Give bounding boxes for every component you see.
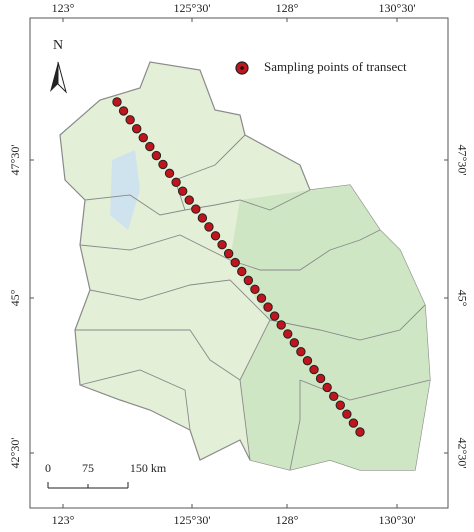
- sampling-point: [164, 168, 175, 179]
- sampling-point: [138, 132, 148, 143]
- transect-points: [112, 97, 365, 437]
- sampling-point: [302, 355, 313, 366]
- sampling-point: [289, 338, 300, 348]
- bottom-tick-label: 130°30': [379, 513, 416, 527]
- sampling-point: [223, 248, 234, 259]
- legend-label: Sampling points of transect: [264, 59, 407, 74]
- scale-bar: [47, 482, 129, 489]
- forest-area: [230, 185, 430, 470]
- bottom-tick-label: 125°30': [174, 513, 211, 527]
- sampling-point: [112, 97, 122, 107]
- sampling-point: [276, 320, 286, 330]
- sampling-point: [191, 204, 201, 214]
- sampling-point: [348, 418, 359, 428]
- top-tick-label: 123°: [52, 1, 75, 15]
- north-label: N: [53, 38, 63, 53]
- sampling-point: [151, 150, 162, 161]
- sampling-point: [158, 159, 168, 170]
- sampling-point: [125, 115, 135, 125]
- sampling-point: [250, 284, 260, 294]
- top-tick-label: 130°30': [379, 1, 416, 15]
- sampling-point: [263, 302, 273, 312]
- sampling-point: [217, 240, 227, 250]
- lake-area: [110, 150, 140, 230]
- sampling-point: [296, 347, 306, 357]
- north-arrow: N: [50, 38, 67, 94]
- sampling-point: [118, 106, 129, 116]
- bottom-tick-label: 123°: [52, 513, 75, 527]
- sampling-point: [197, 213, 208, 223]
- left-tick-label: 42°30': [8, 438, 22, 469]
- scale-label: 150 km: [130, 461, 167, 475]
- right-tick-label: 47°30': [455, 145, 469, 176]
- left-tick-label: 47°30': [8, 145, 22, 176]
- sampling-point: [132, 124, 142, 134]
- legend: Sampling points of transect: [235, 59, 407, 75]
- sampling-point: [269, 311, 280, 321]
- sampling-point: [210, 231, 221, 241]
- sampling-point: [355, 427, 365, 437]
- sampling-point: [322, 382, 332, 393]
- sampling-point: [171, 177, 181, 187]
- scale-label: 75: [82, 461, 94, 475]
- left-tick-label: 45°: [8, 289, 22, 306]
- right-tick-label: 45°: [455, 290, 469, 307]
- right-tick-label: 42°30': [455, 438, 469, 469]
- bottom-tick-label: 128°: [276, 513, 299, 527]
- sampling-point: [256, 293, 267, 303]
- top-tick-label: 125°30': [174, 1, 211, 15]
- sampling-point: [243, 275, 254, 286]
- sampling-point: [145, 141, 155, 152]
- sampling-point: [309, 364, 319, 375]
- sampling-point: [329, 391, 339, 402]
- sampling-point: [315, 373, 326, 384]
- sampling-point: [177, 186, 188, 196]
- scale-label: 0: [45, 461, 51, 475]
- sampling-point: [342, 409, 352, 419]
- sampling-point: [230, 257, 240, 268]
- sampling-point: [204, 222, 214, 232]
- frame-ticks: [30, 18, 448, 508]
- sampling-point: [335, 400, 345, 410]
- sampling-point: [184, 195, 194, 205]
- sampling-point: [237, 266, 247, 277]
- top-tick-label: 128°: [276, 1, 299, 15]
- sampling-point: [283, 329, 293, 339]
